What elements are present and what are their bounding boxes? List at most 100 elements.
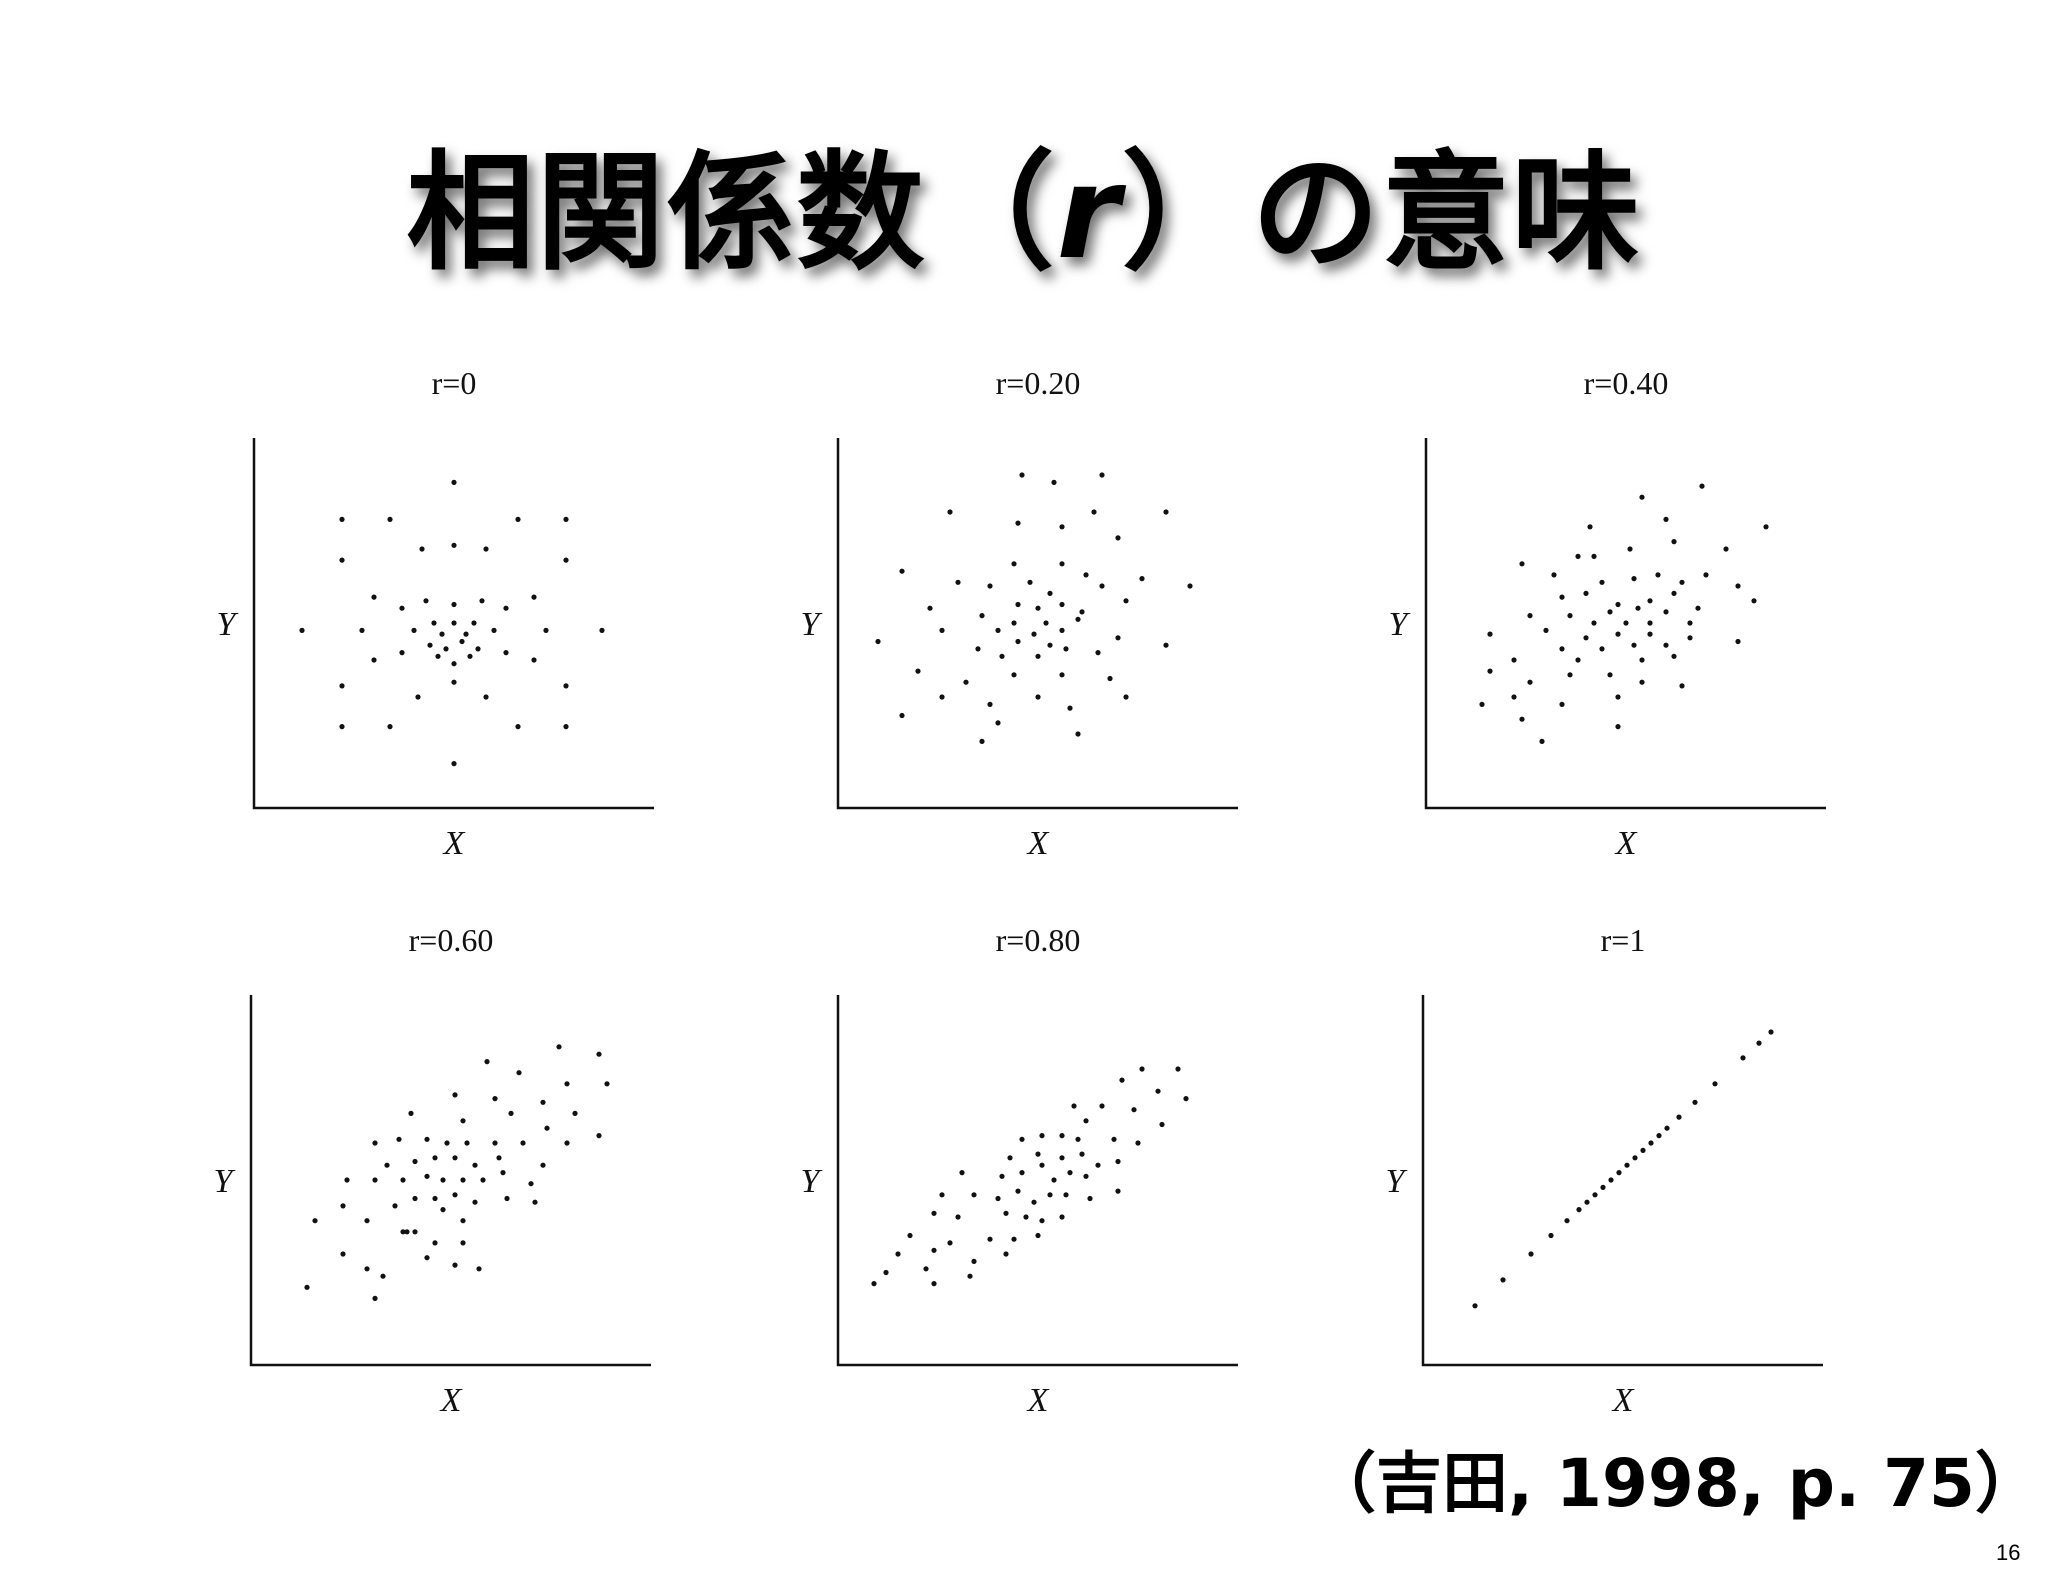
data-point xyxy=(1576,1207,1582,1213)
data-point xyxy=(392,1203,398,1209)
data-point xyxy=(1079,609,1085,615)
data-point xyxy=(1663,609,1669,615)
data-point xyxy=(1591,620,1597,626)
data-point xyxy=(604,1081,610,1087)
scatter-panel-3: r=0.40 X Y xyxy=(1389,365,1826,862)
data-point xyxy=(955,1214,961,1220)
data-point xyxy=(387,516,393,523)
data-point xyxy=(1059,524,1065,530)
data-point xyxy=(883,1269,889,1276)
data-point xyxy=(528,1181,534,1187)
data-point xyxy=(1567,672,1573,678)
data-point xyxy=(1139,576,1145,582)
data-point xyxy=(399,605,405,611)
data-point xyxy=(1187,583,1193,589)
data-point xyxy=(339,724,345,730)
data-point xyxy=(959,1170,965,1176)
data-point xyxy=(452,1262,458,1268)
data-point xyxy=(423,598,429,604)
data-point xyxy=(516,1070,522,1076)
data-point xyxy=(1015,520,1021,526)
data-point xyxy=(472,1162,478,1168)
data-point xyxy=(531,594,537,600)
data-point xyxy=(1035,1151,1041,1157)
scatter-panel-4: r=0.60 X Y xyxy=(214,922,651,1419)
data-point xyxy=(520,1140,526,1146)
data-point xyxy=(1615,631,1621,637)
data-point xyxy=(987,583,993,589)
data-point xyxy=(1095,650,1101,656)
data-point xyxy=(1043,620,1049,626)
data-point xyxy=(1559,701,1565,708)
data-point xyxy=(451,761,457,767)
data-point xyxy=(463,631,469,637)
panel-title: r=1 xyxy=(1601,922,1646,958)
data-point xyxy=(492,1140,498,1146)
axes-lines xyxy=(1424,438,1826,810)
data-point xyxy=(1539,738,1545,745)
data-point xyxy=(1091,509,1097,515)
data-point xyxy=(995,627,1001,634)
data-point xyxy=(1768,1029,1774,1035)
data-point xyxy=(1099,583,1105,589)
data-point xyxy=(1031,631,1037,637)
data-point xyxy=(504,1195,510,1202)
data-point xyxy=(1015,601,1021,608)
data-point xyxy=(1007,1155,1013,1161)
data-point xyxy=(1487,631,1493,637)
data-point xyxy=(479,598,485,604)
data-point xyxy=(1676,1114,1682,1120)
data-point xyxy=(540,1162,546,1168)
data-point xyxy=(1587,524,1593,530)
data-point xyxy=(1607,609,1613,615)
data-point xyxy=(1699,483,1705,489)
data-point xyxy=(1639,657,1645,663)
data-point xyxy=(496,1155,502,1161)
scatter-panel-2: r=0.20 X Y xyxy=(801,365,1238,862)
x-axis-label: X xyxy=(442,825,466,862)
data-point xyxy=(451,542,457,548)
data-point xyxy=(339,557,345,563)
data-point xyxy=(1756,1040,1762,1046)
data-point xyxy=(399,650,405,656)
data-point xyxy=(475,646,481,652)
data-point xyxy=(339,683,345,689)
data-point xyxy=(1023,1214,1029,1220)
data-point xyxy=(1115,635,1121,641)
y-axis-label: Y xyxy=(1389,606,1411,643)
data-point xyxy=(1003,1251,1009,1257)
data-point xyxy=(979,738,985,745)
title-suffix: ）の意味 xyxy=(1121,139,1642,288)
data-point xyxy=(1599,579,1605,585)
data-point xyxy=(599,627,605,634)
data-point xyxy=(1472,1303,1478,1309)
data-point xyxy=(443,646,449,652)
data-point xyxy=(396,1136,402,1142)
data-point xyxy=(572,1110,578,1116)
data-point xyxy=(1511,694,1517,700)
data-point xyxy=(1740,1055,1746,1061)
data-point xyxy=(476,1266,482,1272)
data-point xyxy=(1011,1236,1017,1242)
data-point xyxy=(1035,653,1041,659)
axes-lines xyxy=(249,995,651,1367)
data-point xyxy=(531,657,537,663)
data-point xyxy=(1591,553,1597,560)
data-point xyxy=(1019,1170,1025,1176)
data-point xyxy=(1615,601,1621,608)
data-point xyxy=(927,605,933,611)
data-point xyxy=(915,668,921,674)
data-point xyxy=(384,1162,390,1168)
data-point xyxy=(364,1266,370,1272)
y-axis-label: Y xyxy=(217,606,239,643)
data-point xyxy=(371,657,377,663)
data-point xyxy=(556,1044,562,1050)
data-point xyxy=(1616,1170,1622,1176)
data-point xyxy=(1631,642,1637,648)
axes-lines xyxy=(1421,995,1823,1367)
data-point xyxy=(1031,1199,1037,1205)
data-point xyxy=(1047,590,1053,597)
data-point xyxy=(1635,605,1641,611)
data-point xyxy=(1015,1188,1021,1194)
data-point xyxy=(1071,1103,1077,1109)
